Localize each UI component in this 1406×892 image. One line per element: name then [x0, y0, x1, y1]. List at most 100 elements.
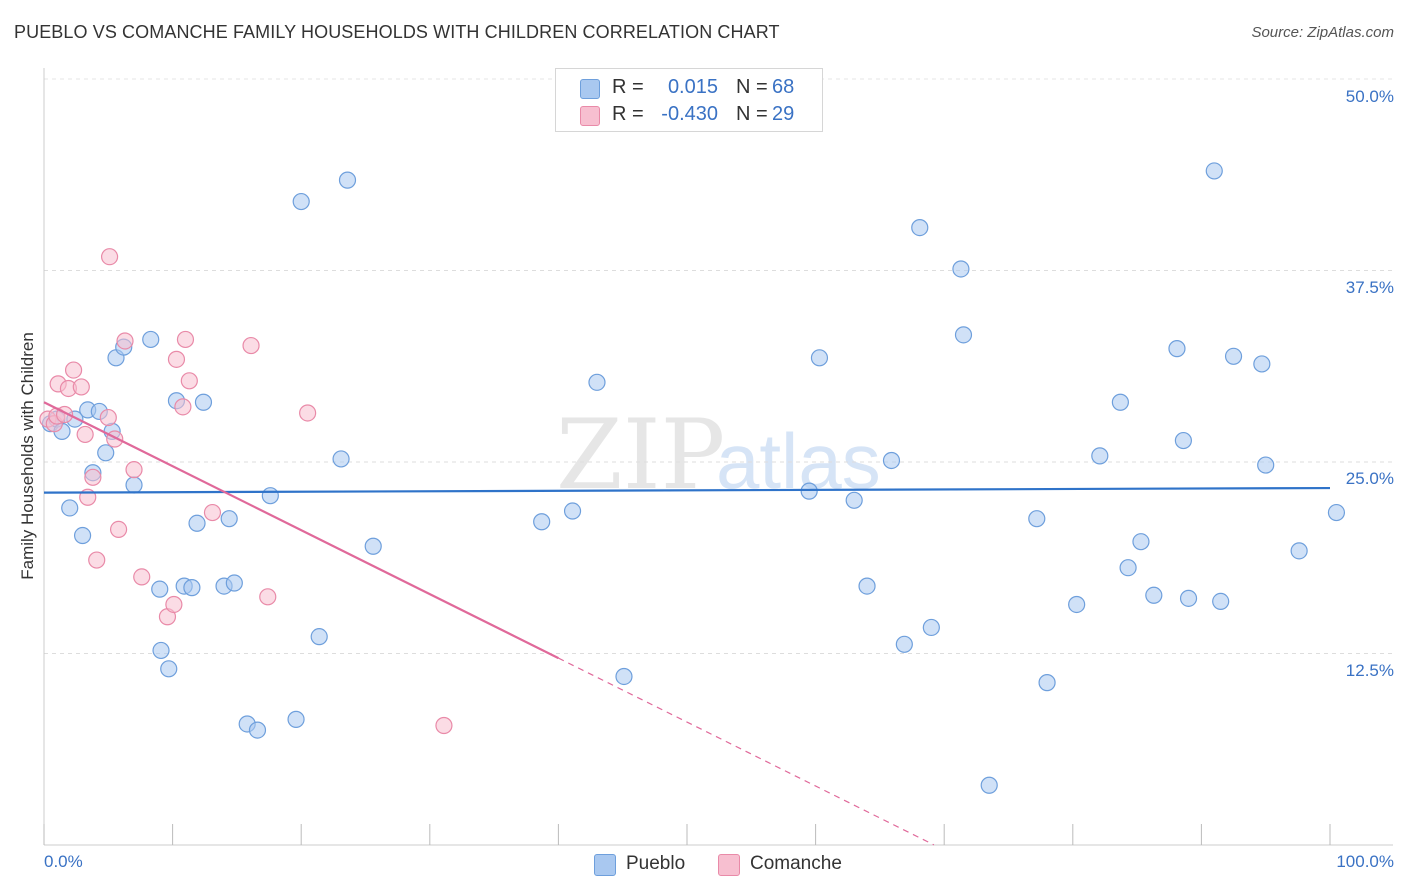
comanche-point	[64, 361, 83, 379]
pueblo-point	[73, 526, 92, 545]
pueblo-point	[1028, 510, 1046, 528]
n-value: 29	[772, 103, 795, 125]
r-label: R =	[612, 103, 644, 125]
y-tick-label: 37.5%	[1345, 278, 1394, 297]
pueblo-point	[1168, 340, 1186, 358]
correlation-stats-box: R = 0.015 N = 68 R = -0.430 N = 29	[555, 68, 823, 132]
x-tick-label-min: 0.0%	[44, 852, 83, 871]
pueblo-point	[952, 260, 970, 278]
pueblo-point	[858, 577, 876, 595]
data-points	[39, 162, 1346, 794]
grid-lines	[44, 78, 1393, 654]
x-tick-label-max: 100.0%	[1336, 852, 1394, 871]
pueblo-point	[1290, 542, 1308, 560]
pueblo-point	[533, 513, 551, 531]
pueblo-point	[1132, 533, 1150, 551]
pueblo-point	[980, 776, 998, 794]
comanche-point	[165, 595, 183, 614]
chart-title: PUEBLO VS COMANCHE FAMILY HOUSEHOLDS WIT…	[14, 22, 780, 42]
pueblo-point	[1257, 456, 1275, 474]
pueblo-trend-line	[43, 486, 1331, 494]
r-value: -0.430	[661, 103, 718, 125]
pueblo-point	[364, 537, 382, 555]
pueblo-point	[1253, 355, 1271, 373]
n-value: 68	[772, 76, 795, 98]
pueblo-point	[1205, 162, 1223, 180]
pueblo-point	[1038, 674, 1056, 692]
pueblo-point	[220, 510, 238, 528]
pueblo-point	[1179, 589, 1198, 607]
pueblo-point	[1174, 431, 1192, 450]
source-credit: Source: ZipAtlas.com	[1251, 24, 1394, 41]
pueblo-point	[194, 393, 213, 411]
pueblo-point	[1068, 595, 1086, 614]
pueblo-point	[287, 710, 305, 728]
comanche-point	[76, 425, 94, 444]
pueblo-point	[151, 580, 169, 598]
pueblo-point	[160, 660, 178, 678]
pueblo-point	[563, 502, 582, 520]
pueblo-point	[922, 618, 940, 637]
watermark-atlas: atlas	[716, 417, 881, 505]
comanche-point	[133, 568, 151, 586]
pueblo-point	[1145, 586, 1163, 604]
comanche-point	[259, 588, 277, 606]
pueblo-point	[895, 635, 913, 653]
comanche-point	[116, 332, 134, 350]
comanche-swatch	[580, 106, 600, 126]
pueblo-point	[61, 499, 79, 517]
y-axis-label: Family Households with Children	[18, 332, 37, 580]
y-tick-label: 12.5%	[1345, 661, 1394, 680]
pueblo-point	[954, 326, 973, 344]
pueblo-point	[1091, 447, 1109, 465]
pueblo-point	[292, 192, 310, 211]
pueblo-point	[125, 476, 143, 494]
pueblo-point	[810, 349, 829, 367]
comanche-point	[84, 468, 102, 486]
pueblo-point	[142, 330, 160, 349]
n-label: N =	[736, 103, 768, 125]
comanche-point	[435, 716, 453, 735]
comanche-point	[88, 551, 106, 569]
pueblo-point	[845, 491, 863, 509]
pueblo-point	[248, 721, 267, 739]
comanche-point	[99, 408, 117, 427]
watermark-zip: ZIP	[556, 399, 725, 511]
pueblo-point	[183, 579, 201, 597]
pueblo-point	[310, 628, 328, 646]
pueblo-point	[1119, 559, 1137, 577]
comanche-point	[203, 503, 222, 522]
legend-label: Comanche	[750, 853, 842, 874]
pueblo-point	[911, 219, 929, 237]
pueblo-point	[615, 667, 633, 686]
pueblo-point	[882, 451, 901, 470]
watermark: ZIP atlas	[556, 399, 881, 511]
legend-label: Pueblo	[626, 853, 686, 874]
pueblo-point	[1327, 503, 1346, 522]
pueblo-point	[338, 171, 357, 189]
y-tick-label: 25.0%	[1345, 469, 1394, 488]
comanche-point	[72, 378, 90, 396]
comanche-point	[176, 330, 195, 349]
pueblo-point	[800, 482, 818, 500]
comanche-point	[180, 372, 198, 390]
comanche-point	[299, 404, 317, 422]
pueblo-point	[1224, 347, 1243, 365]
axes	[43, 68, 1393, 846]
comanche-trend-line	[43, 401, 559, 660]
pueblo-legend-swatch	[594, 854, 616, 876]
comanche-point	[242, 336, 260, 355]
pueblo-swatch	[580, 79, 600, 99]
pueblo-point	[1212, 592, 1230, 611]
pueblo-point	[332, 450, 350, 468]
pueblo-point	[97, 444, 115, 462]
pueblo-point	[152, 641, 170, 660]
r-value: 0.015	[667, 76, 718, 98]
y-tick-label: 50.0%	[1345, 87, 1394, 106]
stats-row-comanche: R = -0.430 N = 29	[556, 100, 822, 128]
pueblo-point	[261, 487, 279, 505]
pueblo-point	[1111, 393, 1129, 411]
pueblo-point	[225, 574, 243, 592]
comanche-point	[174, 398, 192, 416]
